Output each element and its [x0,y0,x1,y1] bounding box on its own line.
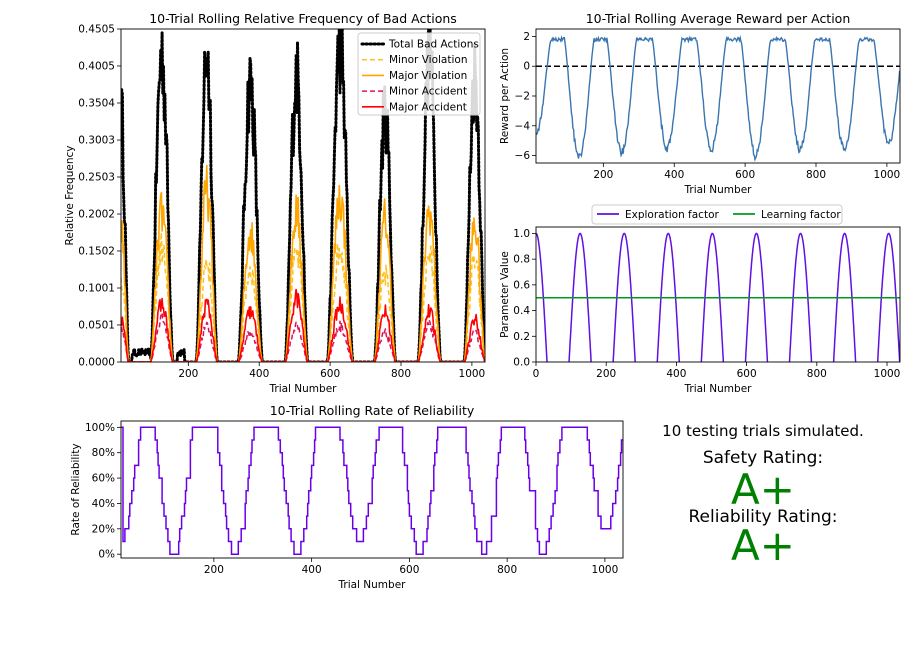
y-tick-label-params: 0.8 [513,254,530,266]
y-tick-label-reliability: 0% [98,549,115,561]
x-tick-label-params: 600 [737,368,757,380]
x-axis-label-reliability: Trial Number [338,579,407,591]
y-tick-label-bad: 0.1502 [78,245,115,257]
chart-bad: 200 400 600 800 1000 0.0000 0.0501 0.1001 0.1502… [64,11,486,395]
chart-reliability: 200 400 600 800 1000 0% 20% 40% 60% 80% 100% 10-Tri… [70,403,624,591]
y-tick-label-reward: 0 [523,61,530,73]
y-tick-label-reliability: 80% [92,447,115,459]
x-tick-label-reliability: 200 [204,564,224,576]
y-axis-label-bad: Relative Frequency [64,146,76,246]
y-tick-label-bad: 0.1001 [78,283,115,295]
x-tick-label-params: 400 [666,368,686,380]
x-tick-label-bad: 1000 [459,368,486,380]
x-tick-label-bad: 200 [178,368,198,380]
x-tick-label-params: 1000 [874,368,901,380]
x-tick-label-reliability: 1000 [592,564,619,576]
x-tick-label-params: 0 [533,368,540,380]
trials-simulated-text: 10 testing trials simulated. [662,422,864,440]
reliability-series-line [121,426,623,555]
series-line-major-violation [121,164,485,362]
x-tick-label-bad: 600 [320,368,340,380]
y-tick-label-params: 0.6 [513,279,530,291]
y-tick-label-reward: 2 [523,31,530,43]
x-tick-label-reward: 200 [593,169,613,181]
x-tick-label-bad: 800 [391,368,411,380]
series-line-total-bad-actions [121,29,485,362]
reliability-rating-grade: A+ [731,521,795,570]
plot-area-params [536,232,900,362]
y-axis-label-reliability: Rate of Reliability [70,443,82,535]
legend-box [357,32,481,116]
y-axis-label-reward: Reward per Action [499,48,511,144]
legend-label: Major Accident [389,101,467,113]
chart-title-bad: 10-Trial Rolling Relative Frequency of B… [149,11,457,26]
x-tick-label-reward: 1000 [874,169,901,181]
x-axis-label-params: Trial Number [684,383,753,395]
chart-title-reliability: 10-Trial Rolling Rate of Reliability [270,403,475,418]
exploration-factor-line [536,232,900,362]
legend-label: Minor Accident [389,86,467,98]
legend-parameters: Exploration factor Learning factor [591,204,843,225]
series-line-minor-accident [121,311,485,362]
x-tick-label-reward: 400 [664,169,684,181]
x-axis-label-reward: Trial Number [684,184,753,196]
x-tick-label-params: 800 [807,368,827,380]
y-tick-label-reliability: 20% [92,523,115,535]
axes-frame [535,226,901,363]
axes-frame [120,28,486,363]
y-tick-label-reliability: 60% [92,473,115,485]
safety-rating-grade: A+ [731,465,795,514]
chart-reward: 200 400 600 800 1000 −6 −4 −2 0 2 10-Trial Rolling… [499,11,901,196]
y-tick-label-params: 0.2 [513,331,530,343]
x-tick-label-reliability: 400 [302,564,322,576]
y-tick-label-params: 0.0 [513,357,530,369]
x-tick-label-reward: 800 [806,169,826,181]
legend-label: Major Violation [389,70,467,82]
chart-params: 0 200 400 600 800 1000 0.0 0.2 0.4 0.6 0.8 1.0 Trial… [499,204,901,395]
legend-bad-actions: Total Bad Actions Minor Violation Major Vi… [357,32,481,116]
series-line-major-accident [121,288,485,362]
chart-title-reward: 10-Trial Rolling Average Reward per Acti… [586,11,851,26]
y-tick-label-reward: −6 [515,150,531,162]
y-tick-label-bad: 0.3504 [78,97,115,109]
plot-area-bad [121,29,485,362]
plot-area-reliability [121,426,623,555]
y-axis-label-params: Parameter Value [499,251,511,338]
x-tick-label-reward: 600 [735,169,755,181]
x-tick-label-params: 200 [596,368,616,380]
legend-label: Minor Violation [389,54,467,66]
legend-label: Learning factor [761,209,841,221]
reward-series-line [536,35,900,162]
legend-label: Total Bad Actions [388,39,479,51]
y-tick-label-params: 1.0 [513,228,530,240]
y-tick-label-bad: 0.4505 [78,24,115,36]
y-tick-label-params: 0.4 [513,305,530,317]
safety-rating-label: Safety Rating: [702,448,824,468]
reliability-rating-label: Reliability Rating: [688,507,838,527]
axes-frame [535,28,901,164]
x-tick-label-bad: 400 [249,368,269,380]
x-tick-label-reliability: 600 [399,564,419,576]
y-tick-label-reliability: 40% [92,498,115,510]
y-tick-label-reliability: 100% [85,422,115,434]
axes-frame [120,420,624,559]
legend-box [591,204,843,225]
y-tick-label-bad: 0.2002 [78,209,115,221]
y-tick-label-reward: −4 [515,120,531,132]
plot-area-reward [536,35,900,162]
x-axis-label-bad: Trial Number [269,383,338,395]
y-tick-label-bad: 0.4005 [78,60,115,72]
y-tick-label-bad: 0.0000 [78,357,115,369]
y-tick-label-bad: 0.0501 [78,319,115,331]
y-tick-label-reward: −2 [515,91,530,103]
y-tick-label-bad: 0.3003 [78,135,115,147]
x-tick-label-reliability: 800 [497,564,517,576]
legend-label: Exploration factor [625,209,720,221]
y-tick-label-bad: 0.2503 [78,171,115,183]
